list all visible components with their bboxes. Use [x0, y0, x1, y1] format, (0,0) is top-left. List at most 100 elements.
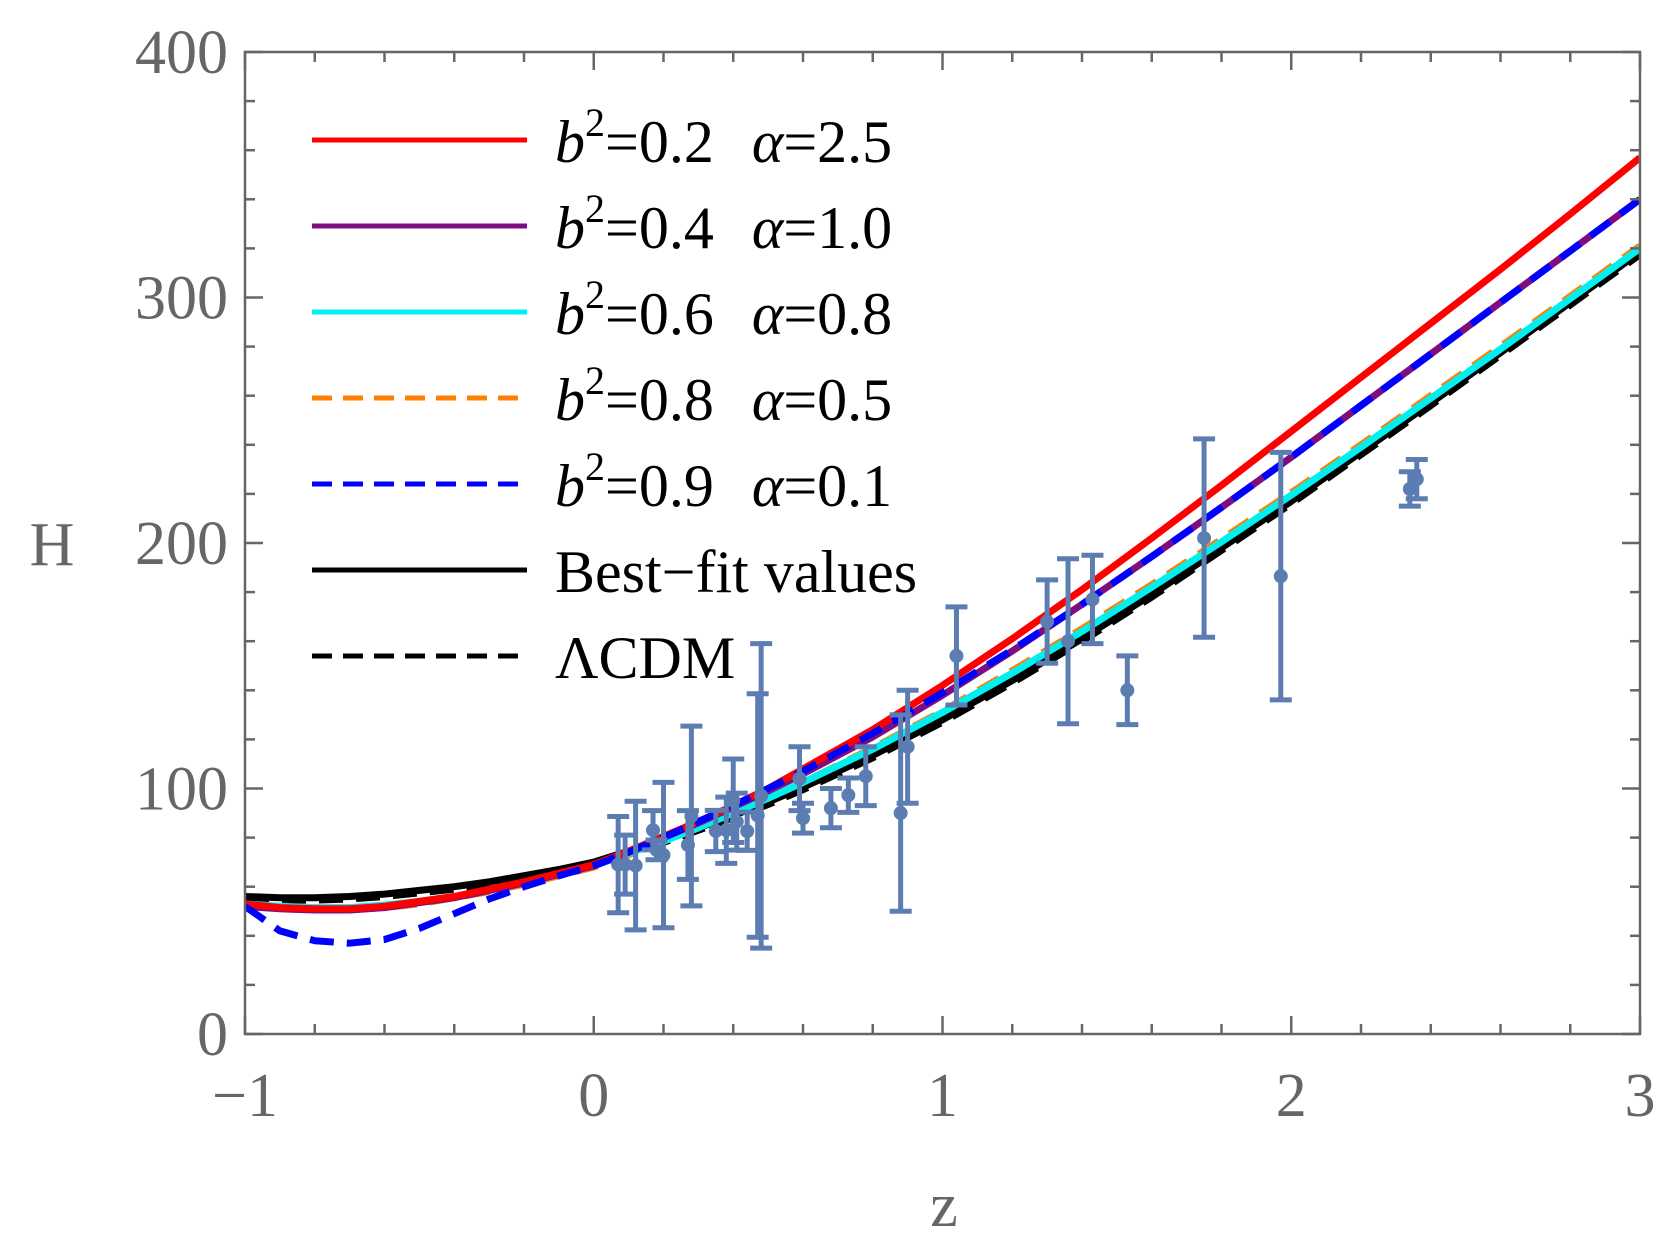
data-point-8 [704, 807, 727, 855]
data-marker [1061, 634, 1076, 649]
data-marker [1040, 614, 1055, 629]
legend-exponent: 2 [585, 358, 605, 403]
x-tick-label: 2 [1276, 1062, 1307, 1130]
data-point-20 [889, 712, 912, 914]
series-line-1 [245, 196, 1640, 914]
data-marker [841, 788, 856, 803]
legend-alpha: α [752, 367, 785, 433]
legend-exponent: 2 [585, 272, 605, 317]
legend-exponent: 2 [585, 186, 605, 231]
legend-b-value: =0.8 [605, 367, 714, 433]
legend-b-value: =0.6 [605, 281, 714, 347]
data-point-22 [945, 604, 968, 708]
series-line-0 [245, 154, 1640, 913]
legend-exponent: 2 [585, 444, 605, 489]
data-point-15 [788, 744, 811, 814]
plot-frame [243, 50, 1642, 1036]
data-marker [1409, 472, 1424, 487]
data-marker [792, 771, 807, 786]
data-point-30 [1405, 457, 1428, 502]
x-axis-title: z [930, 1172, 958, 1240]
legend-b: b [555, 195, 585, 261]
legend-item-3: b2=0.8 α=0.5 [312, 358, 892, 433]
data-marker [708, 823, 723, 838]
data-point-21 [896, 687, 919, 806]
legend-label: b2=0.4 α=1.0 [555, 186, 892, 261]
data-marker [796, 811, 810, 826]
data-point-23 [1036, 577, 1059, 666]
y-tick-label: 100 [135, 756, 228, 824]
legend-alpha-value: =0.1 [783, 453, 892, 519]
x-tick-label: 3 [1625, 1062, 1656, 1130]
legend-alpha: α [752, 453, 785, 519]
series-line-2 [245, 245, 1640, 912]
data-point-27 [1193, 436, 1216, 640]
y-tick-label: 300 [135, 265, 228, 333]
data-marker [1120, 683, 1135, 698]
data-marker [628, 858, 643, 873]
legend-label: Best−fit values [555, 539, 917, 605]
data-point-13 [746, 691, 769, 940]
data-marker [1085, 592, 1100, 607]
data-point-24 [1057, 556, 1080, 727]
data-marker [740, 824, 755, 839]
legend-b-value: =0.4 [605, 195, 714, 261]
y-tick-labels: 0 100 200 300 400 [135, 19, 228, 1069]
legend-label: b2=0.6 α=0.8 [555, 272, 892, 347]
data-marker [684, 808, 699, 823]
legend-alpha: α [752, 109, 785, 175]
data-marker [754, 788, 769, 803]
data-point-7 [680, 723, 703, 909]
data-point-17 [819, 786, 842, 831]
data-marker [618, 857, 633, 872]
data-marker [646, 823, 661, 838]
legend-item-2: b2=0.6 α=0.8 [312, 272, 892, 347]
data-point-2 [624, 798, 647, 933]
x-tick-label: −1 [212, 1062, 278, 1130]
data-point-18 [837, 775, 860, 815]
legend-alpha-value: =2.5 [783, 109, 892, 175]
data-marker [719, 823, 734, 838]
data-point-28 [1269, 449, 1292, 703]
data-marker [858, 769, 873, 784]
observational-data-points [607, 436, 1428, 951]
legend-exponent: 2 [585, 100, 605, 145]
data-marker [1197, 531, 1212, 546]
y-tick-label: 0 [197, 1001, 228, 1069]
legend-item-5: Best−fit values [312, 539, 917, 605]
data-marker [893, 806, 908, 821]
legend-label: b2=0.2 α=2.5 [555, 100, 892, 175]
data-point-26 [1116, 653, 1139, 728]
legend-item-0: b2=0.2 α=2.5 [312, 100, 892, 175]
y-axis-title: H [30, 511, 75, 579]
data-marker [823, 801, 838, 816]
data-marker [656, 848, 671, 863]
legend-alpha-value: =0.5 [783, 367, 892, 433]
y-tick-label: 200 [135, 510, 228, 578]
legend-item-4: b2=0.9 α=0.1 [312, 444, 892, 519]
data-point-1 [614, 832, 637, 897]
data-marker [949, 648, 964, 663]
data-marker [1402, 481, 1417, 496]
x-tick-labels: −1 0 1 2 3 [212, 1062, 1655, 1130]
legend-alpha: α [752, 195, 785, 261]
legend-alpha-value: =0.8 [783, 281, 892, 347]
data-point-19 [854, 744, 877, 809]
legend-b-value: =0.9 [605, 453, 714, 519]
legend-label: b2=0.8 α=0.5 [555, 358, 892, 433]
legend-b-value: =0.2 [605, 109, 714, 175]
legend-b: b [555, 367, 585, 433]
y-tick-label: 400 [135, 19, 228, 87]
legend-b: b [555, 453, 585, 519]
model-curves [245, 154, 1640, 947]
legend-item-6: ΛCDM [312, 625, 735, 691]
series-line-3 [245, 243, 1640, 914]
legend-b: b [555, 281, 585, 347]
series-line-5 [245, 249, 1640, 902]
data-marker [900, 739, 915, 754]
legend-b: b [555, 109, 585, 175]
data-point-5 [652, 779, 675, 931]
legend-alpha-value: =1.0 [783, 195, 892, 261]
data-marker [729, 814, 744, 829]
